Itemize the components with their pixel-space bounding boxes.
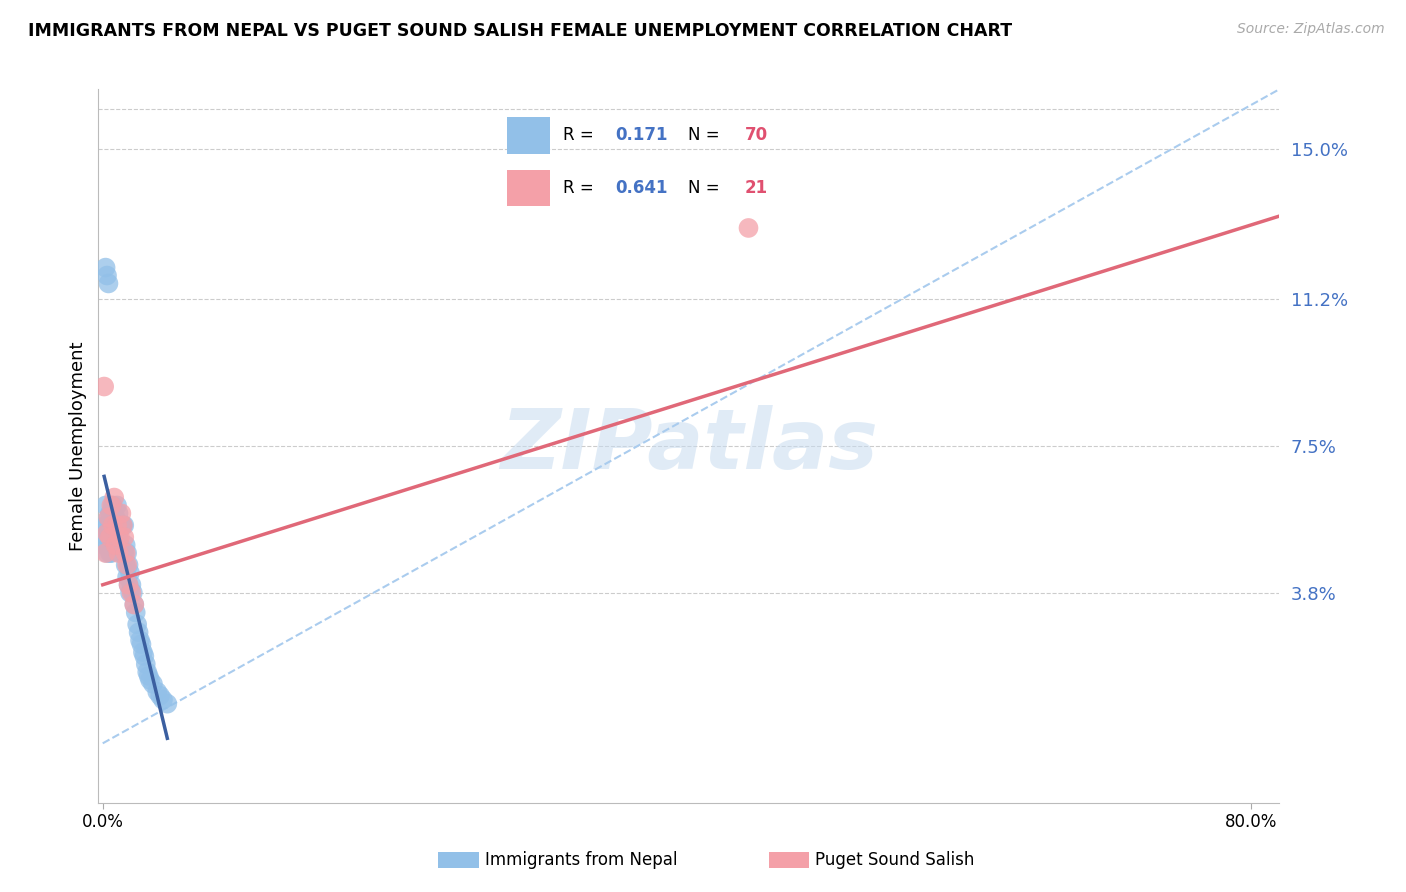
Point	[120, 578, 142, 592]
Point	[139, 673, 162, 687]
Bar	[769, 852, 808, 868]
Point	[97, 510, 120, 524]
Point	[105, 518, 128, 533]
Point	[107, 507, 129, 521]
Point	[105, 499, 128, 513]
Point	[98, 507, 121, 521]
Point	[104, 526, 127, 541]
Point	[96, 268, 118, 283]
Point	[108, 518, 131, 533]
Point	[103, 510, 125, 524]
Point	[108, 530, 131, 544]
Point	[146, 685, 169, 699]
Point	[96, 526, 118, 541]
Point	[96, 518, 118, 533]
Point	[117, 578, 139, 592]
Point	[125, 606, 148, 620]
Point	[97, 538, 120, 552]
Point	[124, 598, 146, 612]
Point	[110, 507, 132, 521]
Point	[108, 538, 131, 552]
Point	[100, 546, 122, 560]
Point	[134, 649, 156, 664]
Point	[115, 546, 138, 560]
Point	[98, 530, 121, 544]
Point	[135, 657, 157, 671]
Point	[737, 221, 759, 235]
Point	[97, 510, 120, 524]
Point	[112, 518, 135, 533]
Point	[103, 526, 125, 541]
Point	[149, 689, 172, 703]
Point	[110, 518, 132, 533]
Point	[94, 499, 117, 513]
Bar	[439, 852, 478, 868]
Point	[136, 665, 159, 679]
Point	[115, 558, 138, 572]
Point	[112, 546, 135, 560]
Point	[138, 669, 160, 683]
Point	[104, 538, 127, 552]
Point	[104, 510, 127, 524]
Point	[112, 530, 135, 544]
Point	[105, 538, 128, 552]
Point	[97, 277, 120, 291]
Point	[101, 518, 124, 533]
Text: Immigrants from Nepal: Immigrants from Nepal	[485, 851, 678, 869]
Point	[93, 379, 115, 393]
Point	[94, 546, 117, 560]
Text: Puget Sound Salish: Puget Sound Salish	[815, 851, 974, 869]
Point	[114, 558, 136, 572]
Point	[94, 518, 117, 533]
Point	[117, 558, 139, 572]
Point	[101, 499, 124, 513]
Point	[117, 578, 139, 592]
Text: IMMIGRANTS FROM NEPAL VS PUGET SOUND SALISH FEMALE UNEMPLOYMENT CORRELATION CHAR: IMMIGRANTS FROM NEPAL VS PUGET SOUND SAL…	[28, 22, 1012, 40]
Point	[101, 510, 124, 524]
Point	[156, 697, 179, 711]
Point	[98, 546, 121, 560]
Point	[104, 538, 127, 552]
Point	[96, 546, 118, 560]
Point	[111, 546, 134, 560]
Point	[115, 570, 138, 584]
Point	[129, 633, 152, 648]
Point	[103, 491, 125, 505]
Point	[107, 526, 129, 541]
Point	[128, 625, 150, 640]
Point	[152, 692, 174, 706]
Point	[111, 518, 134, 533]
Text: Source: ZipAtlas.com: Source: ZipAtlas.com	[1237, 22, 1385, 37]
Point	[100, 499, 122, 513]
Point	[131, 637, 153, 651]
Point	[114, 546, 136, 560]
Point	[120, 585, 142, 599]
Point	[110, 546, 132, 560]
Point	[118, 566, 141, 580]
Point	[142, 677, 165, 691]
Point	[97, 526, 120, 541]
Y-axis label: Female Unemployment: Female Unemployment	[69, 342, 87, 550]
Text: ZIPatlas: ZIPatlas	[501, 406, 877, 486]
Point	[101, 526, 124, 541]
Point	[98, 518, 121, 533]
Point	[93, 538, 115, 552]
Point	[103, 538, 125, 552]
Point	[96, 530, 118, 544]
Point	[121, 585, 143, 599]
Point	[101, 538, 124, 552]
Point	[124, 598, 146, 612]
Point	[111, 518, 134, 533]
Point	[94, 260, 117, 275]
Point	[107, 546, 129, 560]
Point	[127, 617, 149, 632]
Point	[98, 530, 121, 544]
Point	[107, 538, 129, 552]
Point	[100, 514, 122, 528]
Point	[114, 538, 136, 552]
Point	[132, 645, 155, 659]
Point	[100, 530, 122, 544]
Point	[118, 585, 141, 599]
Point	[105, 518, 128, 533]
